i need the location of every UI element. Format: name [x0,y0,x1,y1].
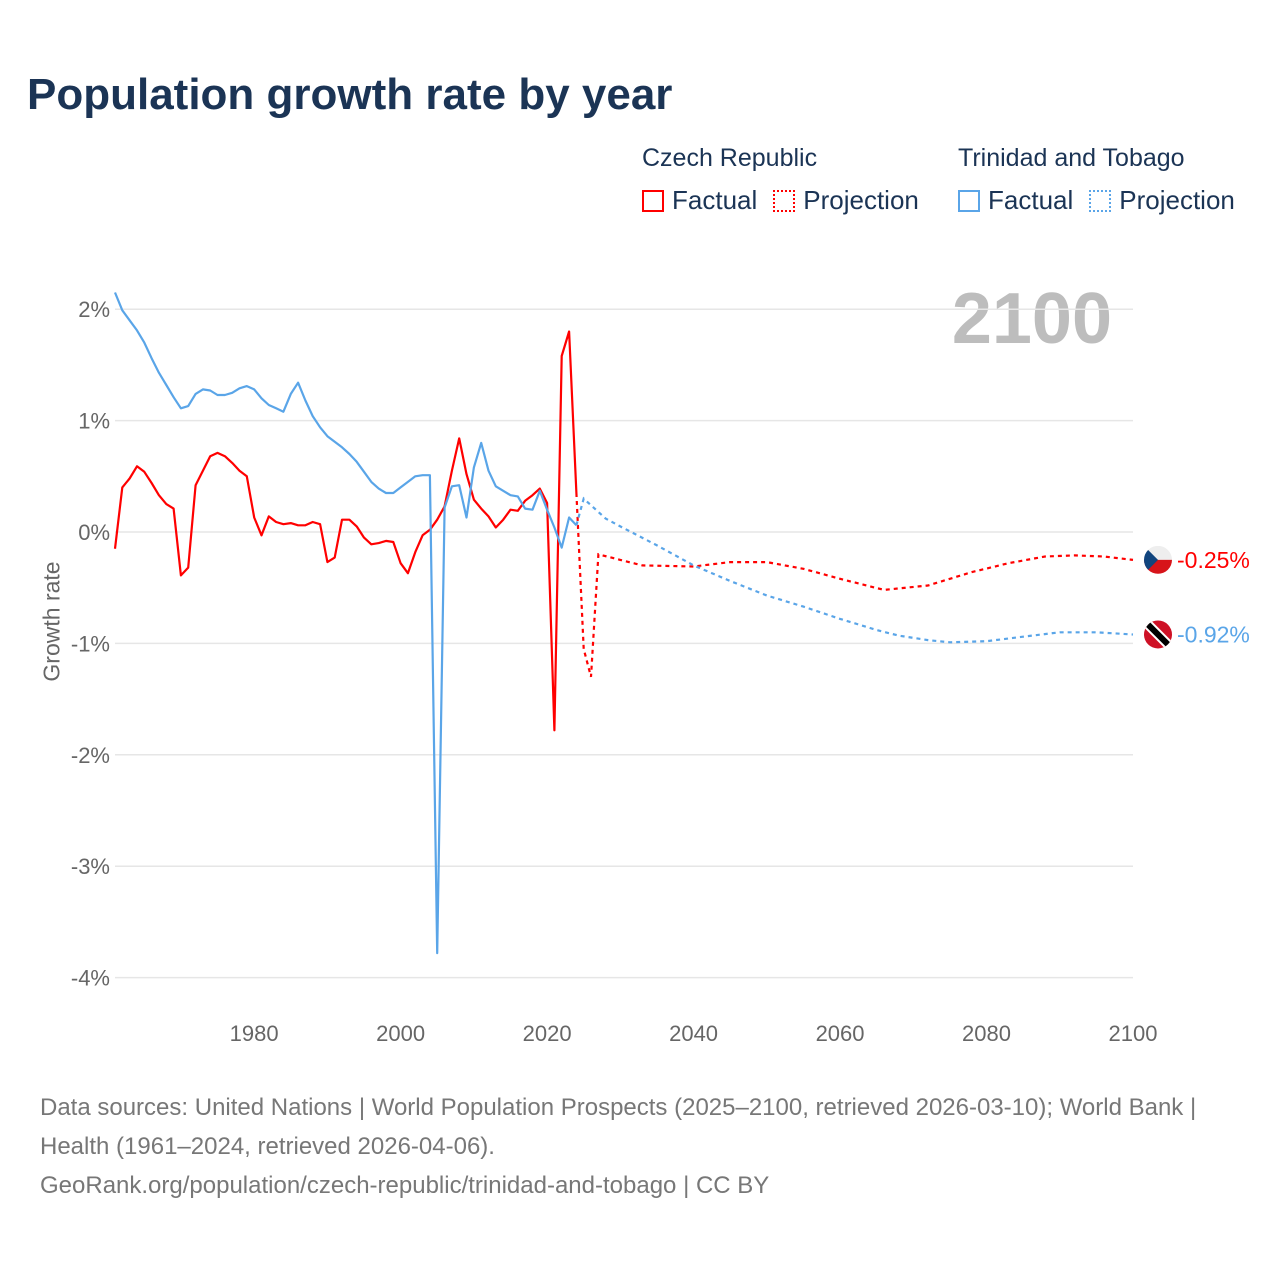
x-tick-label: 1980 [230,1021,279,1046]
chart-title: Population growth rate by year [27,70,673,119]
trinidad-flag-icon [1144,620,1172,649]
x-tick-label: 2020 [523,1021,572,1046]
legend-tt-factual[interactable]: Factual [958,185,1073,216]
czech-flag-icon [1144,545,1172,574]
legend-tt-projection[interactable]: Projection [1089,185,1235,216]
legend-czech-projection[interactable]: Projection [773,185,919,216]
x-tick-label: 2060 [816,1021,865,1046]
y-tick-label: 2% [78,297,110,322]
y-tick-label: -4% [71,966,110,991]
y-tick-label: 0% [78,520,110,545]
series-line-factual [113,292,578,955]
solid-swatch-icon [958,189,980,212]
y-tick-label: -3% [71,854,110,879]
x-tick-label: 2080 [962,1021,1011,1046]
series-line-projection [575,496,1134,644]
x-tick-label: 2100 [1109,1021,1158,1046]
legend-trinidad-and-tobago: Trinidad and Tobago Factual Projection [958,144,1235,216]
legend-czech-republic: Czech Republic Factual Projection [642,144,935,216]
legend-label: Factual [988,185,1074,215]
legend-label: Projection [803,185,919,215]
x-tick-label: 2000 [376,1021,425,1046]
x-tick-label: 2040 [669,1021,718,1046]
data-sources: Data sources: United Nations | World Pop… [40,1094,1197,1160]
source-link[interactable]: GeoRank.org/population/czech-republic/tr… [40,1172,770,1199]
legend-label: Projection [1119,185,1235,215]
end-value-label: -0.25% [1177,547,1250,573]
legend-czech-factual[interactable]: Factual [642,185,757,216]
series-line-projection [575,492,1134,678]
solid-swatch-icon [642,189,664,212]
legend-label: Factual [672,185,758,215]
series-line-factual [113,330,578,732]
y-tick-label: -2% [71,743,110,768]
legend-group-name: Czech Republic [642,144,818,172]
footer: Data sources: United Nations | World Pop… [40,1088,1240,1205]
current-year-label: 2100 [951,279,1112,359]
dotted-swatch-icon [773,189,796,212]
y-tick-label: -1% [71,631,110,656]
y-tick-label: 1% [78,409,110,434]
end-value-label: -0.92% [1177,621,1250,647]
dotted-swatch-icon [1089,189,1112,212]
legend-group-name: Trinidad and Tobago [958,144,1185,172]
